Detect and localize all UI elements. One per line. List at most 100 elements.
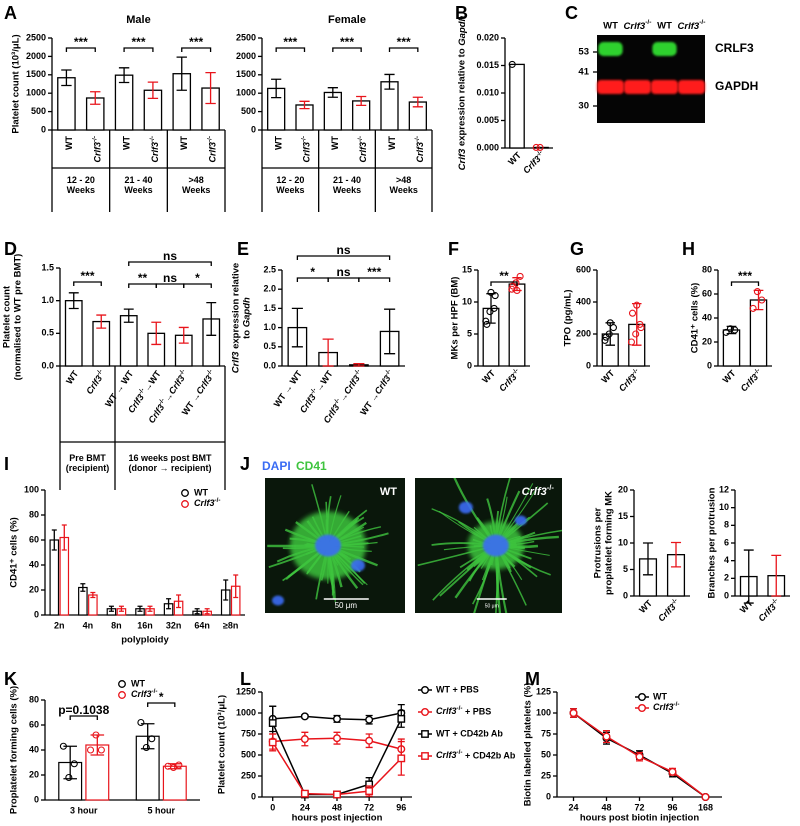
text-span: -/- [457, 749, 463, 756]
y-tick-label: 2.5 [263, 264, 276, 274]
y-tick-label: 6 [724, 537, 729, 547]
error-bar [291, 307, 303, 348]
data-point [508, 60, 516, 68]
text-span: Crlf3 [522, 486, 547, 498]
x-tick-label: 2n [54, 620, 65, 630]
data-point [268, 719, 277, 727]
data-point [333, 790, 341, 799]
text-span: Gapdh [241, 297, 252, 327]
band-label: GAPDH [715, 79, 758, 93]
error-bar [80, 583, 86, 592]
text-span: Weeks [276, 186, 304, 196]
panel-letter: K [4, 669, 17, 689]
panel-letter: E [237, 239, 249, 259]
text-span: -/- [770, 597, 779, 606]
data-point [97, 746, 105, 754]
blot-band [652, 42, 677, 56]
text-span: (recipient) [66, 464, 110, 474]
significance-bracket [73, 281, 102, 286]
y-axis-label: Platelet count (10³/μL) [217, 695, 228, 794]
significance-label: *** [397, 35, 411, 49]
y-tick-label: 1.5 [263, 303, 276, 313]
text-span: -/- [137, 387, 146, 396]
error-bar [670, 541, 682, 568]
data-point [483, 320, 491, 328]
y-tick-label: 500 [241, 749, 256, 759]
significance-bracket [69, 715, 98, 720]
text-span: -/- [215, 497, 221, 504]
data-point [365, 736, 374, 745]
text-span: Crlf3 [302, 142, 312, 163]
legend-marker [118, 680, 126, 688]
x-tick-label: Crlf3-/- [207, 136, 218, 162]
significance-label: *** [80, 269, 94, 283]
lane-label: Crlf3-/- [678, 19, 706, 31]
error-bar [147, 81, 159, 100]
y-tick-label: 10 [719, 502, 729, 512]
x-tick-label: Crlf3-/- [301, 136, 312, 162]
y-tick-label: 50 [541, 749, 551, 759]
data-point [601, 336, 609, 344]
y-tick-label: 2.0 [263, 284, 276, 294]
scale-bar-label: 50 μm [485, 603, 499, 609]
text-span: Crlf3 expression relative [230, 263, 241, 373]
y-axis-label: Biotin labelled platelets (%) [523, 683, 534, 807]
line [272, 742, 402, 796]
y-tick-label: 0 [724, 590, 729, 600]
x-tick-label: 64n [194, 620, 210, 630]
bar [162, 765, 187, 801]
data-point [333, 714, 342, 723]
image-label: Crlf3-/- [522, 483, 555, 498]
text-span: 12 - 20 [276, 175, 304, 185]
x-tick-label: WT → WT [272, 368, 305, 409]
data-point [300, 712, 309, 721]
x-tick-label: 72 [634, 802, 644, 812]
data-point [632, 330, 640, 338]
panel-letter: J [240, 454, 250, 474]
y-tick-label: 1250 [236, 686, 256, 696]
x-tick-label: 5 hour [147, 805, 175, 815]
significance-bracket [128, 261, 212, 266]
x-tick-label: 0 [270, 802, 275, 812]
text-span: -/- [357, 136, 364, 142]
panel-letter: L [240, 669, 251, 689]
y-axis-label: Branches per protrusion [707, 487, 718, 598]
text-span: -/- [152, 688, 158, 695]
y-tick-label: 1000 [236, 88, 256, 98]
text-span: Crlf3 [194, 498, 215, 508]
text-span: -/- [353, 368, 362, 377]
text-span: Crlf3 [84, 374, 104, 397]
text-span: -/- [178, 368, 187, 377]
blot-band [597, 80, 624, 94]
x-tick-label: Crlf3-/- [616, 367, 643, 394]
text-span: 21 - 40 [333, 175, 361, 185]
y-tick-label: 0 [623, 590, 628, 600]
text-span: Crlf3 [230, 351, 241, 373]
y-tick-label: 0.010 [476, 87, 499, 97]
data-point [137, 718, 145, 727]
error-bar [384, 73, 395, 90]
significance-label: p=0.1038 [58, 703, 109, 717]
error-bar [356, 95, 367, 106]
significance-label: * [195, 271, 200, 285]
group-label: 21 - 40 Weeks [333, 175, 361, 195]
error-bar [61, 69, 72, 87]
data-point [70, 760, 78, 768]
text-span: -/- [547, 483, 555, 492]
error-bar [108, 605, 114, 612]
text-span: -/- [631, 367, 640, 376]
y-tick-label: 10 [618, 537, 628, 547]
error-bar [299, 100, 310, 110]
y-tick-label: 1.0 [41, 295, 54, 305]
bar [64, 300, 83, 367]
y-tick-label: 20 [702, 336, 712, 346]
error-bar [743, 549, 754, 604]
error-bar [353, 363, 365, 367]
panel-letter: M [525, 669, 540, 689]
x-tick-label: Crlf3-/- [149, 136, 160, 162]
y-tick-label: 60 [29, 534, 39, 544]
x-tick-label: Crlf3-/- [357, 136, 368, 162]
y-tick-label: 200 [576, 328, 591, 338]
group-label: 21 - 40 Weeks [124, 175, 152, 195]
panel-letter: D [4, 239, 17, 259]
